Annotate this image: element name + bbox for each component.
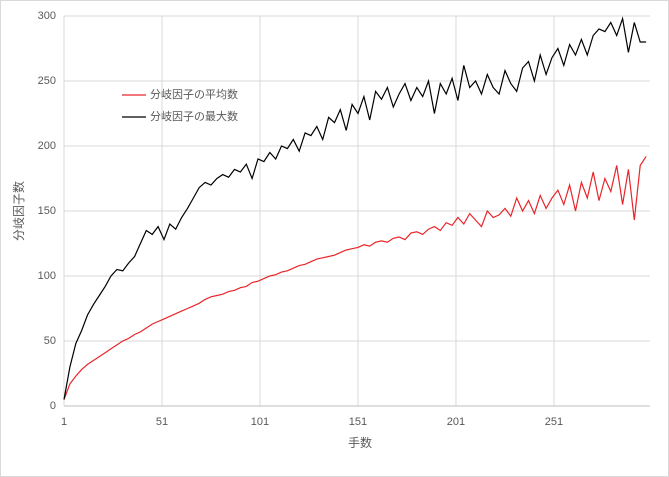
x-tick-label: 1 <box>61 416 67 428</box>
y-tick-label: 200 <box>38 140 56 152</box>
x-tick-label: 201 <box>447 416 465 428</box>
y-tick-label: 250 <box>38 75 56 87</box>
data-line <box>63 156 647 400</box>
y-tick-label: 50 <box>44 335 56 347</box>
x-tick-label: 101 <box>251 416 269 428</box>
y-tick-label: 0 <box>50 400 56 412</box>
y-tick-label: 150 <box>38 205 56 217</box>
y-tick-label: 300 <box>38 10 56 22</box>
x-tick-label: 151 <box>349 416 367 428</box>
legend-label: 分岐因子の平均数 <box>150 88 238 101</box>
y-axis-label: 分岐因子数 <box>11 181 26 241</box>
x-tick-label: 51 <box>156 416 168 428</box>
legend-label: 分岐因子の最大数 <box>150 109 238 123</box>
data-line <box>63 16 647 400</box>
x-tick-label: 251 <box>545 416 563 428</box>
y-tick-label: 100 <box>38 270 56 282</box>
x-axis-label: 手数 <box>348 435 372 450</box>
